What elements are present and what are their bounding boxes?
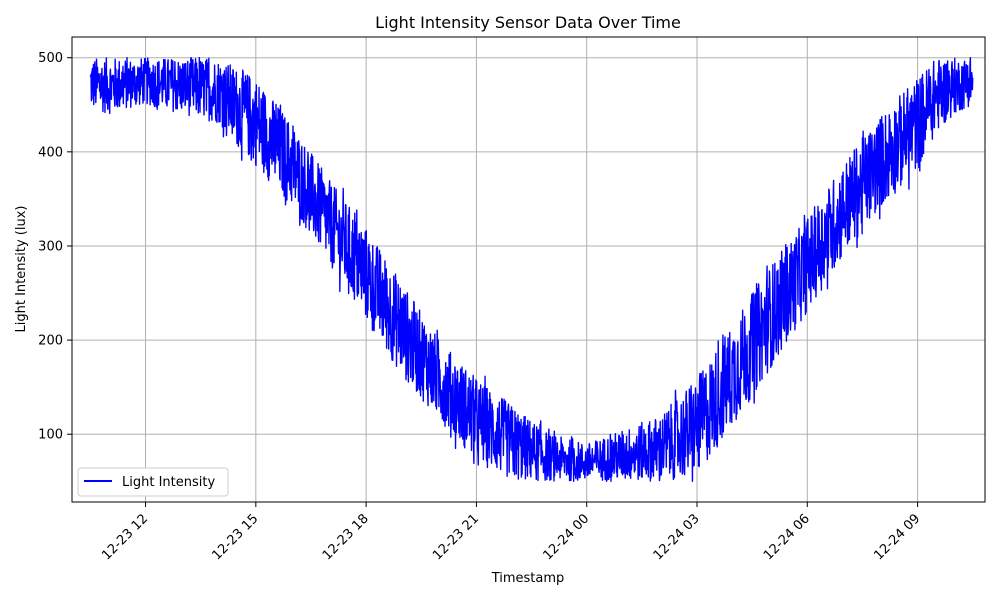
y-tick-label: 400 — [38, 145, 63, 160]
legend-label: Light Intensity — [122, 475, 215, 490]
legend-box — [77, 467, 229, 497]
y-tick-label: 200 — [38, 334, 63, 349]
plot-frame — [71, 36, 986, 503]
y-axis-label: Light Intensity (lux) — [14, 206, 29, 333]
y-tick-label: 100 — [38, 428, 63, 443]
series-line-light-intensity — [89, 57, 974, 482]
y-tick-label: 300 — [38, 239, 63, 254]
y-tick-label: 500 — [38, 51, 63, 66]
y-axis-ticks: 100 200 300 400 500 — [38, 51, 72, 443]
chart-title: Light Intensity Sensor Data Over Time — [375, 13, 681, 32]
series-lines — [89, 57, 974, 482]
x-axis-label: Timestamp — [491, 571, 565, 586]
legend: Light Intensity — [77, 467, 229, 497]
